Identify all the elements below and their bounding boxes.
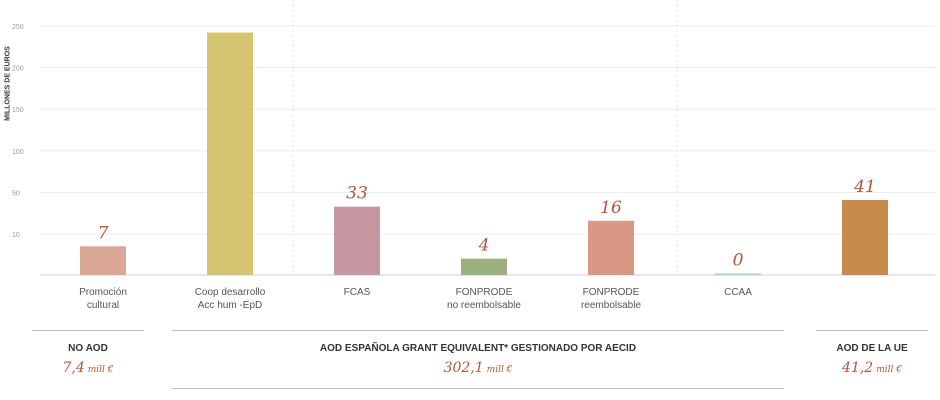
section-title: AOD ESPAÑOLA GRANT EQUIVALENT* GESTIONAD…: [319, 343, 637, 354]
bar-value-label: 41: [853, 177, 876, 197]
section-value: 41,2 mill €: [842, 360, 902, 376]
bar-value-label: 7: [98, 223, 109, 243]
section-no-aod: NO AOD 7,4 mill €: [32, 330, 144, 376]
section-title: AOD DE LA UE: [836, 343, 908, 354]
bar: [80, 246, 126, 275]
x-label-fonprode-reembolsable: FONPRODE reembolsable: [580, 287, 642, 311]
section-value: 7,4 mill €: [62, 360, 114, 376]
section-aod-espanola: AOD ESPAÑOLA GRANT EQUIVALENT* GESTIONAD…: [172, 330, 784, 389]
bar: [461, 258, 507, 275]
y-tick-label: 50: [12, 191, 20, 198]
section-divider: [816, 330, 928, 331]
bar: [842, 199, 888, 275]
section-title: NO AOD: [68, 343, 108, 354]
x-label-fcas: FCAS: [343, 287, 371, 298]
x-label-promocion: Promoción cultural: [79, 287, 127, 311]
y-tick-label: 150: [12, 107, 24, 114]
bar: [207, 32, 253, 276]
x-label-ccaa: CCAA: [724, 287, 752, 298]
bar: [715, 273, 761, 275]
y-axis-label: MILLONES DE EUROS: [4, 46, 12, 121]
y-tick-label: 10: [12, 232, 20, 239]
y-tick-label: 200: [12, 66, 24, 73]
section-divider: [172, 330, 784, 331]
bar-value-label: 4: [478, 236, 490, 256]
section-value: 302,1 mill €: [443, 360, 513, 376]
section-divider: [32, 330, 144, 331]
section-divider-bottom: [172, 388, 784, 389]
y-tick-label: 100: [12, 149, 24, 156]
bar: [334, 206, 380, 275]
bar-value-label: 0: [733, 251, 744, 271]
section-aod-ue: AOD DE LA UE 41,2 mill €: [816, 330, 928, 376]
bar: [588, 220, 634, 275]
x-label-fonprode-no-reembolsable: FONPRODE no reembolsable: [447, 287, 521, 311]
bar-value-label: 33: [346, 184, 368, 204]
y-tick-label: 250: [12, 24, 24, 31]
x-label-coop-desarrollo: Coop desarrollo Acc hum -EpD: [194, 287, 266, 311]
bar-value-label: 16: [600, 198, 622, 218]
